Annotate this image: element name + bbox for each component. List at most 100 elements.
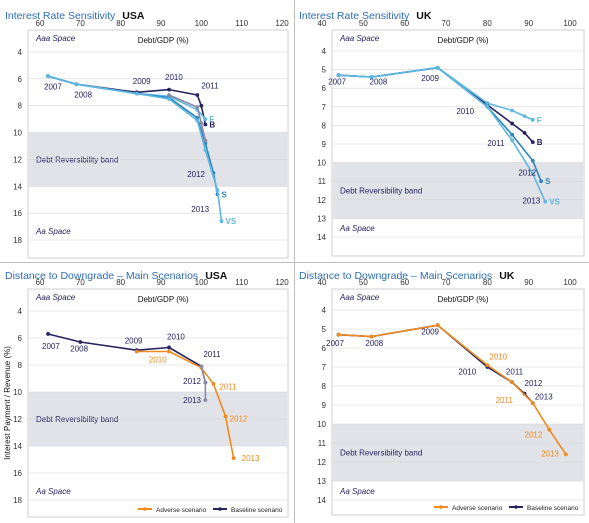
zone-label-top: Aaa Space <box>339 293 380 302</box>
data-point <box>223 414 228 419</box>
year-label: 2013 <box>191 205 209 214</box>
year-label: 2008 <box>365 339 383 348</box>
year-label: 2010 <box>456 107 474 116</box>
year-label: 2009 <box>421 74 439 83</box>
year-label: 2008 <box>370 77 388 86</box>
year-label: 2010 <box>149 355 167 364</box>
year-label: 2009 <box>421 328 439 337</box>
year-label: 2012 <box>183 377 201 386</box>
panel-country: UK <box>416 10 432 22</box>
year-label: 2007 <box>44 83 62 92</box>
year-label: 2012 <box>525 379 543 388</box>
debt-reversibility-band <box>333 424 583 481</box>
data-point <box>435 323 440 328</box>
year-label: 2009 <box>125 336 143 345</box>
data-point <box>203 117 208 122</box>
y-tick-label: 4 <box>18 48 23 57</box>
legend-label: Baseline scenario <box>527 505 579 512</box>
x-tick-label: 80 <box>483 19 492 28</box>
data-point <box>530 158 535 163</box>
data-point <box>195 93 200 97</box>
legend-marker <box>514 505 518 509</box>
legend-marker <box>143 507 147 511</box>
debt-reversibility-band <box>333 162 583 219</box>
y-tick-label: 8 <box>18 102 23 111</box>
zone-label-top: Aaa Space <box>35 293 76 302</box>
plot-frame <box>331 288 585 516</box>
x-tick-label: 100 <box>195 278 209 287</box>
year-label: 2010 <box>458 368 476 377</box>
data-point <box>167 97 171 101</box>
series-line <box>47 75 223 222</box>
panel-country: USA <box>205 270 228 282</box>
chart-usa-interest-rate-sensitivity: Debt Reversibility band 60 70 80 90 100 110 120… <box>13 19 289 259</box>
panel-title-text: Interest Rate Sensitivity <box>5 10 116 22</box>
data-point <box>510 380 515 385</box>
x-tick-label: 100 <box>195 19 209 28</box>
y-tick-label: 9 <box>322 140 327 149</box>
y-tick-label: 16 <box>13 469 22 478</box>
year-label: 2008 <box>70 345 88 354</box>
panel-title-uk-dtd: Distance to Downgrade – Main Scenarios UK <box>299 270 514 282</box>
x-tick-label: 70 <box>76 278 85 287</box>
band-label: Debt Reversibility band <box>36 155 118 164</box>
chart-uk-distance-to-downgrade: Debt Reversibility band 40 50 60 70 80 90 100 4 5… <box>317 278 585 516</box>
series-line <box>136 350 235 459</box>
y-tick-label: 12 <box>317 196 326 205</box>
panel-country: USA <box>122 10 145 22</box>
x-axis-label: Debt/GDP (%) <box>438 36 489 45</box>
data-point <box>199 103 204 108</box>
x-tick-label: 60 <box>400 19 409 28</box>
year-label: 2013 <box>183 396 201 405</box>
data-point <box>530 117 535 122</box>
zone-label-bottom: Aa Space <box>35 487 71 496</box>
year-label: 2012 <box>187 170 205 179</box>
x-tick-label: 70 <box>442 19 451 28</box>
year-label: 2009 <box>133 77 151 86</box>
chart-usa-distance-to-downgrade: Debt Reversibility band 60 70 80 90 100 110 120… <box>3 278 289 518</box>
data-point <box>485 101 490 105</box>
legend-label: Adverse scenario <box>156 507 207 514</box>
x-tick-label: 40 <box>318 19 327 28</box>
legend-marker <box>439 505 443 509</box>
y-tick-label: 18 <box>13 496 22 505</box>
x-axis-label: Debt/GDP (%) <box>138 295 189 304</box>
y-tick-label: 5 <box>322 325 327 334</box>
y-tick-label: 6 <box>18 334 23 343</box>
data-point <box>195 115 200 120</box>
year-label: 2013 <box>522 197 540 206</box>
panel-title-text: Interest Rate Sensitivity <box>299 10 410 22</box>
year-label: 2012 <box>230 415 248 424</box>
panel-title-text: Distance to Downgrade – Main Scenarios <box>299 270 493 282</box>
x-tick-label: 80 <box>116 19 125 28</box>
panel-title-usa-irs: Interest Rate Sensitivity USA <box>5 10 144 22</box>
x-tick-label: 80 <box>483 278 492 287</box>
year-label: 2011 <box>496 396 514 405</box>
x-tick-label: 60 <box>400 278 409 287</box>
plot-frame <box>27 29 289 259</box>
x-axis-label: Debt/GDP (%) <box>438 295 489 304</box>
y-tick-label: 4 <box>322 306 327 315</box>
horizontal-divider <box>0 262 589 263</box>
y-axis-label: Interest Payment / Revenue (%) <box>3 346 12 460</box>
x-tick-label: 100 <box>563 19 577 28</box>
zone-label-top: Aaa Space <box>339 34 380 43</box>
x-axis-label: Debt/GDP (%) <box>138 36 189 45</box>
year-label: 2011 <box>487 139 505 148</box>
data-point <box>203 148 208 152</box>
x-tick-label: 60 <box>36 19 45 28</box>
y-tick-label: 12 <box>317 458 326 467</box>
data-point <box>74 82 79 87</box>
zone-label-top: Aaa Space <box>35 34 76 43</box>
y-tick-label: 14 <box>317 496 326 505</box>
data-point <box>203 380 208 385</box>
year-label: 2011 <box>203 350 221 359</box>
year-label: 2012 <box>525 430 543 439</box>
y-tick-label: 16 <box>13 209 22 218</box>
data-point <box>522 130 527 135</box>
data-point <box>199 364 204 369</box>
y-tick-label: 9 <box>322 401 327 410</box>
series-end-label: B <box>537 138 543 147</box>
year-label: 2010 <box>489 352 507 361</box>
y-tick-label: 11 <box>318 177 327 186</box>
